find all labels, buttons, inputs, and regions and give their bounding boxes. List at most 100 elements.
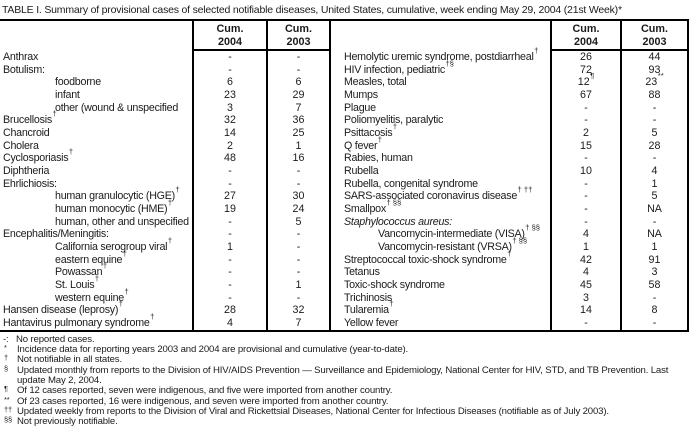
disease-label: Hemolytic uremic syndrome, postdiarrheal… (329, 47, 550, 64)
col-header-cum-2004-right: Cum. 2004 (550, 21, 620, 51)
cum-2003-value: - (266, 165, 329, 178)
cum-2003-value: - (266, 291, 329, 305)
footnote-marker: -: (3, 333, 9, 345)
footnote: † Not notifiable in all states. (0, 353, 689, 365)
cum-2003-value: 1 (266, 279, 329, 292)
cum-2003-value: - (266, 266, 329, 280)
disease-label: Vancomycin-intermediate (VISA)† §§ (329, 224, 550, 242)
cum-2003-value: - (266, 241, 329, 254)
cum-2004-value: 10 (550, 165, 620, 178)
disease-label: Smallpox† §§ (329, 199, 550, 216)
cum-2004-value: - (192, 63, 266, 77)
cum-2004-value: - (192, 253, 266, 267)
cum-2004-value: - (550, 177, 620, 191)
cum-2003-value: 58 (620, 279, 689, 292)
cum-2003-value: - (620, 101, 689, 115)
disease-label: Staphylococcus aureus: (329, 215, 550, 229)
disease-label: Hantavirus pulmonary syndrome† (3, 312, 155, 330)
footnote: §§ Not previously notifiable. (0, 415, 689, 427)
footnote: * Incidence data for reporting years 2003… (0, 343, 689, 355)
disease-label: Cholera (3, 139, 39, 152)
cum-2004-value: 12¶ (550, 72, 620, 90)
cum-2004-value: - (550, 215, 620, 229)
cum-2003-value: - (620, 152, 689, 166)
disease-label: Vancomycin-resistant (VRSA)† §§ (329, 237, 550, 254)
cum-2003-value: 91 (620, 253, 689, 267)
disease-label: Poliomyelitis, paralytic (329, 114, 550, 128)
cum-2003-value: 36 (266, 114, 329, 128)
cum-2003-value: - (266, 228, 329, 242)
cum-2004-value: - (550, 101, 620, 115)
col-header-right-label-spacer (329, 21, 550, 51)
footnote: ¶ Of 12 cases reported, seven were indige… (0, 384, 689, 397)
disease-label: foodborne (55, 76, 101, 89)
cum-2003-value: 44 (620, 51, 689, 64)
cum-2003-value: 1 (620, 241, 689, 254)
disease-label: Toxic-shock syndrome (329, 279, 550, 292)
cum-2004-value: - (192, 279, 266, 292)
cum-2004-value: - (550, 317, 620, 330)
cum-2003-value: 4 (620, 165, 689, 178)
cum-2004-value: 2 (550, 127, 620, 140)
disease-label: Tularemia† (329, 300, 550, 318)
disease-label: Rubella, congenital syndrome (329, 177, 550, 191)
disease-label: human, other and unspecified (55, 215, 189, 228)
cum-2003-value: - (266, 253, 329, 267)
disease-label: Q fever† (329, 135, 550, 153)
disease-label: Hansen disease (leprosy)† (3, 299, 123, 317)
cum-2004-value: 1 (550, 241, 620, 254)
col-header-cum-2004-left: Cum. 2004 (192, 21, 266, 51)
cum-2003-value: 5 (620, 127, 689, 140)
cum-2004-value: 28 (192, 304, 266, 318)
cum-2003-value: 29 (266, 89, 329, 102)
disease-label: Encephalitis/Meningitis: (3, 228, 109, 241)
disease-label: other (wound & unspecified (55, 101, 179, 114)
footnote-marker: †† (4, 404, 12, 414)
table-title: TABLE I. Summary of provisional cases of… (2, 4, 622, 16)
col-header-cum-2003-left: Cum. 2003 (266, 21, 329, 51)
disease-label: California serogroup viral† (55, 236, 173, 254)
cum-2004-value: 6 (192, 76, 266, 90)
disease-label: SARS-associated coronavirus disease† †† (329, 186, 550, 204)
disease-label: Chancroid (3, 127, 50, 140)
cum-2004-value: 45 (550, 279, 620, 292)
disease-label: human monocytic (HME)† (55, 198, 173, 216)
cum-2003-value: 16 (266, 152, 329, 166)
footnote-marker: §§ (4, 415, 12, 425)
footnote-marker: § (4, 363, 8, 373)
cum-2003-value: 1 (620, 177, 689, 191)
footnote: †† Updated weekly from reports to the Div… (0, 404, 689, 417)
cum-2004-value: - (550, 203, 620, 216)
cum-2003-value: NA (620, 203, 689, 216)
disease-label: Diphtheria (3, 165, 50, 178)
cum-2004-value: - (192, 291, 266, 305)
footnote-text: Of 12 cases reported, seven were indigen… (17, 385, 393, 397)
footnotes: -: No reported cases. * Incidence data for … (0, 333, 689, 428)
cum-2003-value: 6 (266, 76, 329, 90)
cum-2003-value: - (620, 291, 689, 305)
cum-2004-value: 27 (192, 190, 266, 204)
disease-label: Psittacosis† (329, 123, 550, 140)
cum-2003-value: 3 (620, 266, 689, 280)
footnote: § Updated monthly from reports to the Div… (0, 363, 689, 387)
cum-2004-value: - (192, 51, 266, 64)
footnote-marker: ** (4, 394, 10, 404)
cum-2004-value: 1 (192, 241, 266, 254)
disease-label: Trichinosis (329, 291, 550, 305)
cum-2003-value: 5 (266, 215, 329, 229)
cum-2004-value: - (192, 266, 266, 280)
cum-2003-value: - (266, 177, 329, 191)
footnote: -: No reported cases. (0, 333, 689, 345)
disease-label: Plague (329, 101, 550, 115)
footnote-text: Of 23 cases reported, 16 were indigenous… (17, 395, 389, 407)
cum-2003-value: NA (620, 228, 689, 242)
cum-2003-value: 1 (266, 139, 329, 153)
cum-2004-value: 48 (192, 152, 266, 166)
cum-2004-value: 3 (550, 291, 620, 305)
cum-2003-value: 5 (620, 190, 689, 204)
cum-2003-value: - (620, 215, 689, 229)
cum-2003-value: 30 (266, 190, 329, 204)
disease-label: Ehrlichiosis: (3, 177, 57, 190)
cum-2004-value: 14 (550, 304, 620, 318)
disease-label: Streptococcal toxic-shock syndrome† (329, 249, 550, 267)
